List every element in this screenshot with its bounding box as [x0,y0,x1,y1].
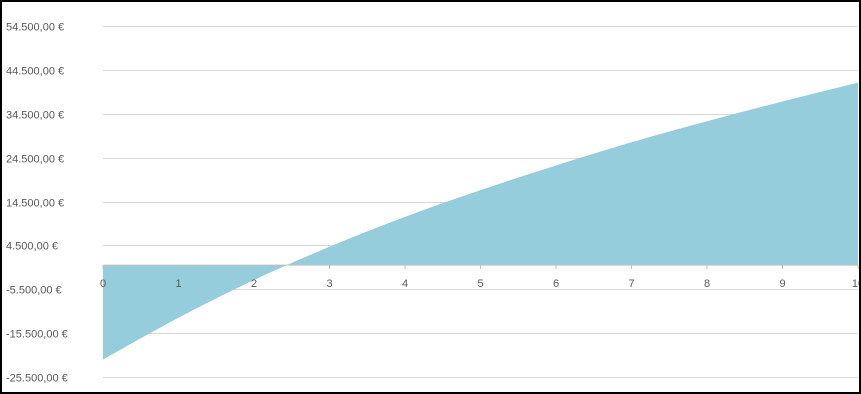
x-tick-label: 10 [852,278,859,290]
y-tick-label: 44.500,00 € [6,66,64,78]
y-tick-label: -5.500,00 € [6,285,62,297]
x-tick-label: 6 [553,278,559,290]
series-area [103,82,858,360]
series-area-layer [103,82,858,360]
x-tick-label: 5 [477,278,483,290]
x-tick-label: 9 [779,278,785,290]
x-axis-labels: 0 1 2 3 4 5 6 7 8 9 10 [100,278,859,290]
x-tick-label: 4 [402,278,408,290]
y-axis-labels: 54.500,00 € 44.500,00 € 34.500,00 € 24.500,… [6,22,68,385]
y-tick-label: 14.500,00 € [6,198,64,210]
y-tick-label: 4.500,00 € [6,241,58,253]
y-tick-label: 24.500,00 € [6,154,64,166]
x-tick-label: 3 [326,278,332,290]
x-tick-label: 0 [100,278,106,290]
x-axis [102,264,859,270]
x-tick-label: 1 [175,278,181,290]
y-tick-label: 34.500,00 € [6,110,64,122]
y-tick-label: -15.500,00 € [6,329,68,341]
y-tick-label: 54.500,00 € [6,22,64,34]
x-tick-label: 2 [251,278,257,290]
x-tick-label: 7 [628,278,634,290]
x-tick-label: 8 [704,278,710,290]
y-tick-label: -25.500,00 € [6,373,68,385]
